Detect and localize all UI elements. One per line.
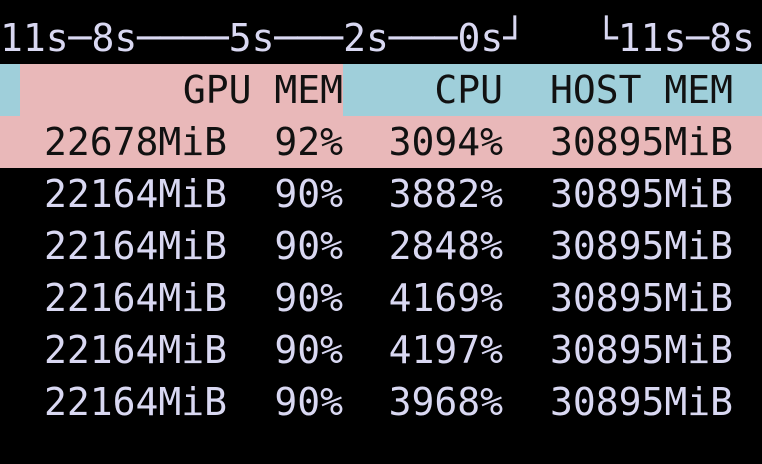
cpu: 3968%: [388, 380, 503, 424]
cpu: 3882%: [388, 172, 503, 216]
gpu-mem: 22164MiB: [43, 328, 227, 372]
gpu-mem: 22164MiB: [43, 380, 227, 424]
cpu: 2848%: [388, 224, 503, 268]
host-mem: 30895MiB: [549, 120, 733, 164]
gpu-pct: 90%: [274, 328, 343, 372]
cpu: 4197%: [388, 328, 503, 372]
header-band: [343, 64, 762, 116]
host-mem: 30895MiB: [549, 328, 733, 372]
host-mem: 30895MiB: [549, 172, 733, 216]
gpu-mem: 22678MiB: [43, 120, 227, 164]
gpu-pct: 92%: [274, 120, 343, 164]
selected-row[interactable]: [0, 116, 762, 168]
gpu-pct: 90%: [274, 172, 343, 216]
gpu-mem: 22164MiB: [43, 172, 227, 216]
gpu-mem: 22164MiB: [43, 224, 227, 268]
host-mem: 30895MiB: [549, 276, 733, 320]
gpu-pct: 90%: [274, 380, 343, 424]
header-band-selected: [20, 64, 343, 116]
gpu-mem: 22164MiB: [43, 276, 227, 320]
header-host-mem: HOST MEM: [549, 68, 733, 112]
gpu-pct: 90%: [274, 224, 343, 268]
gpu-pct: 90%: [274, 276, 343, 320]
header-band: [0, 64, 20, 116]
cpu: 4169%: [388, 276, 503, 320]
timeline: 11s─8s────5s───2s───0s┘ └11s─8s: [0, 16, 755, 60]
host-mem: 30895MiB: [549, 224, 733, 268]
header-gpu-mem: GPU MEM: [182, 68, 343, 112]
cpu: 3094%: [388, 120, 503, 164]
host-mem: 30895MiB: [549, 380, 733, 424]
header-cpu: CPU: [434, 68, 503, 112]
